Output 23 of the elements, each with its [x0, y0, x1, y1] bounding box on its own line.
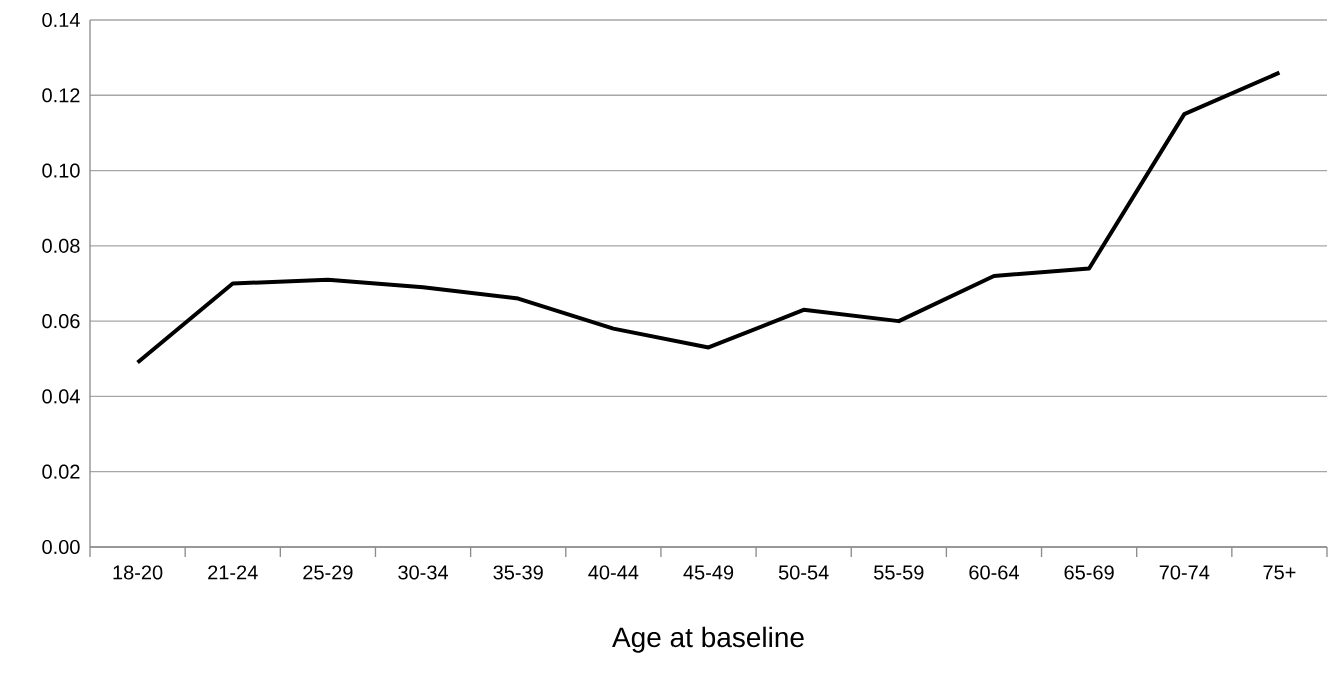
line-series — [135, 70, 1282, 365]
y-tick-label: 0.06 — [42, 314, 80, 329]
y-tick-label: 0.04 — [42, 389, 80, 404]
x-tick-label: 75+ — [1263, 565, 1296, 580]
x-tick-label: 60-64 — [969, 565, 1019, 580]
x-tick-label: 40-44 — [588, 565, 639, 580]
y-tick-label: 0.10 — [42, 163, 80, 178]
y-tick-label: 0.14 — [42, 12, 80, 28]
y-tick-label: 0.12 — [42, 88, 80, 103]
y-tick-label: 0.02 — [42, 464, 80, 479]
x-tick-label: 35-39 — [493, 565, 543, 580]
x-tick-label: 45-49 — [683, 565, 734, 580]
y-tick-label: 0.08 — [42, 238, 80, 253]
x-tick-label: 25-29 — [303, 565, 353, 580]
y-tick-label: 0.00 — [42, 539, 80, 555]
x-axis-title: Age at baseline — [612, 626, 804, 653]
x-tick-label: 70-74 — [1159, 565, 1210, 580]
x-tick-label: 21-24 — [208, 565, 258, 580]
x-tick-label: 55-59 — [874, 565, 924, 580]
x-tick-label: 18-20 — [113, 565, 163, 580]
x-tick-label: 30-34 — [398, 565, 449, 580]
x-tick-label: 50-54 — [778, 565, 829, 580]
x-tick-label: 65-69 — [1064, 565, 1114, 580]
